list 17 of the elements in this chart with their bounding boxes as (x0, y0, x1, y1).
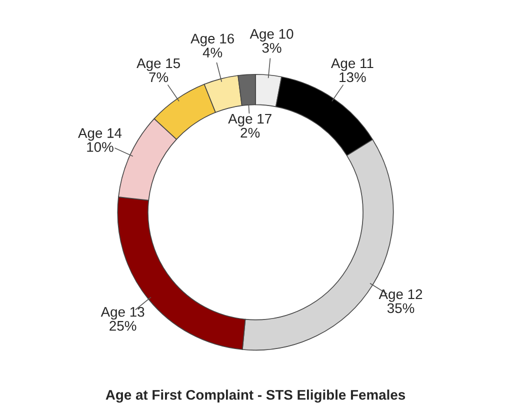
slice-label: Age 11 (330, 58, 374, 71)
data-label: 4% (202, 48, 222, 58)
slice-label: Age 15 (136, 58, 180, 71)
slice-label: Age 16 (190, 34, 234, 46)
slice-label: Age 13 (100, 306, 144, 320)
data-label: 2% (240, 128, 260, 138)
data-label: 35% (387, 303, 414, 314)
text: Age at First Complaint - STS Eligible Females (106, 390, 406, 403)
data-label: 13% (340, 72, 366, 82)
slice-label: Age 12 (378, 289, 422, 302)
slice-label: Age 10 (250, 28, 294, 42)
slice-label: Age 14 (78, 128, 122, 141)
data-label: 3% (262, 42, 282, 53)
data-label: 25% (110, 320, 136, 331)
data-label: 10% (87, 142, 114, 152)
data-label: 7% (149, 72, 168, 82)
slice-label: Age 17 (228, 114, 272, 126)
